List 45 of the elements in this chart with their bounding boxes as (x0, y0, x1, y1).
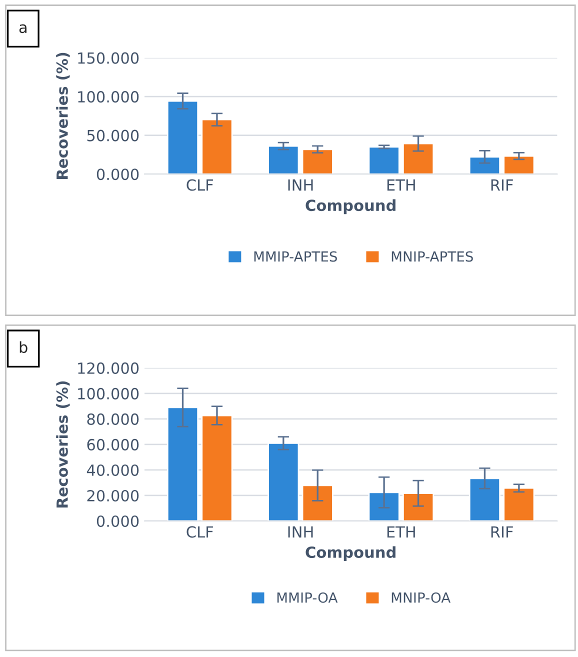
x-tick-label: CLF (186, 526, 213, 538)
legend-label: MMIP-APTES (254, 251, 337, 262)
y-tick-label: 50.000 (87, 130, 139, 142)
bar (302, 484, 334, 521)
bar (468, 478, 501, 521)
bar (268, 145, 300, 174)
y-tick-label: 0.000 (96, 515, 139, 528)
text: b (20, 341, 28, 354)
y-axis-title: Recoveries (%) (56, 52, 70, 179)
x-tick-label: ETH (387, 179, 415, 191)
x-tick-label: CLF (186, 179, 213, 191)
bar (503, 487, 535, 521)
x-tick-label: INH (288, 179, 313, 191)
y-tick-label: 80.000 (87, 413, 139, 425)
bar (368, 492, 400, 521)
y-axis-title: Recoveries (%) (56, 381, 70, 508)
bar (402, 142, 434, 174)
legend-label: MNIP-APTES (392, 251, 473, 262)
bar (302, 148, 334, 174)
x-tick-label: RIF (491, 179, 513, 191)
x-tick-label: INH (288, 526, 313, 538)
y-tick-label: 100.000 (78, 388, 139, 400)
bar (402, 492, 434, 521)
x-tick-label: ETH (387, 526, 415, 538)
x-axis-title: Compound (306, 199, 396, 214)
y-tick-label: 0.000 (96, 168, 139, 180)
legend-label: MMIP-OA (277, 592, 338, 603)
bar (503, 155, 535, 174)
y-tick-label: 20.000 (87, 490, 139, 502)
bar (368, 146, 400, 174)
y-tick-label: 40.000 (86, 464, 139, 476)
y-tick-label: 120.000 (78, 362, 139, 374)
bar (201, 118, 233, 174)
x-tick-label: RIF (491, 526, 513, 538)
y-tick-label: 60.000 (87, 438, 139, 450)
legend-label: MNIP-OA (392, 592, 451, 603)
bar (201, 414, 233, 521)
y-tick-label: 150.000 (78, 52, 139, 64)
bar (268, 442, 300, 521)
bar (468, 156, 501, 174)
x-axis-title: Compound (306, 546, 396, 561)
bar (166, 100, 199, 174)
text: a (19, 24, 26, 34)
y-tick-label: 100.000 (78, 91, 139, 103)
bar (166, 406, 199, 521)
